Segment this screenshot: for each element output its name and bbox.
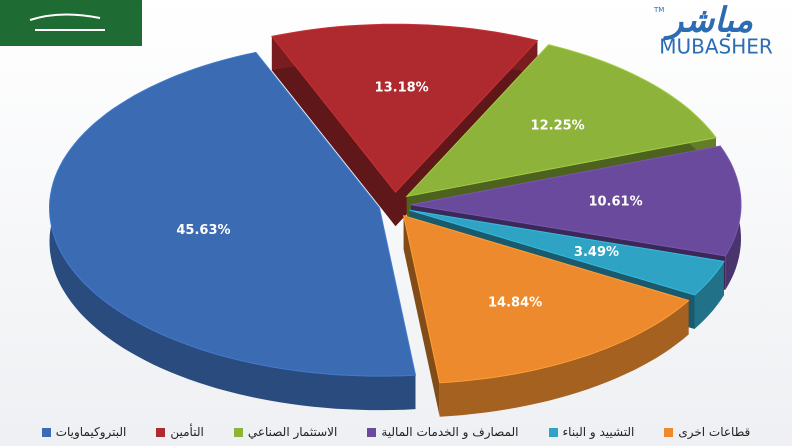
legend-label: التشييد و البناء: [562, 425, 635, 439]
slice: [405, 44, 717, 198]
legend-swatch: [41, 427, 51, 437]
legend-label: البتروكيماويات: [55, 425, 127, 439]
value-label: 13.18%: [375, 81, 429, 96]
value-label: 14.84%: [488, 296, 542, 311]
slice: [410, 145, 742, 257]
legend-item: التأمين: [156, 425, 204, 439]
legend-label: التأمين: [170, 425, 204, 439]
legend-label: المصارف و الخدمات المالية: [381, 425, 519, 439]
legend-item: التشييد و البناء: [548, 425, 635, 439]
flag: [0, 0, 142, 46]
slice-side: [439, 300, 689, 417]
logo-latin: MUBASHER: [659, 35, 773, 59]
legend-label: قطاعات اخرى: [678, 425, 751, 439]
legend-item: الاستثمار الصناعي: [233, 425, 338, 439]
slice: [409, 209, 725, 296]
value-label: 3.49%: [574, 245, 619, 260]
legend: البتروكيماويات التأمين الاستثمار الصناعي ال…: [0, 420, 792, 444]
pie-tops: 45.63% 13.18% 12.25% 10.61% 3.49% 14.84%: [48, 23, 742, 384]
legend-swatch: [548, 427, 558, 437]
legend-item: قطاعات اخرى: [664, 425, 750, 439]
legend-swatch: [664, 427, 674, 437]
value-label: 45.63%: [176, 223, 230, 238]
legend-swatch: [156, 427, 166, 437]
slice: [48, 51, 417, 377]
logo-tm: TM: [653, 6, 664, 14]
slice: [270, 23, 539, 193]
legend-item: البتروكيماويات: [41, 425, 127, 439]
slice: [403, 214, 690, 384]
value-label: 12.25%: [531, 118, 585, 133]
logo-arabic: مباشر: [662, 1, 753, 41]
slice-side: [694, 261, 724, 329]
value-label: 10.61%: [588, 195, 642, 210]
legend-swatch: [367, 427, 377, 437]
slice-wall: [271, 36, 396, 227]
legend-swatch: [233, 427, 243, 437]
legend-item: المصارف و الخدمات المالية: [367, 425, 519, 439]
legend-label: الاستثمار الصناعي: [247, 425, 338, 439]
slice-wall: [403, 215, 440, 417]
